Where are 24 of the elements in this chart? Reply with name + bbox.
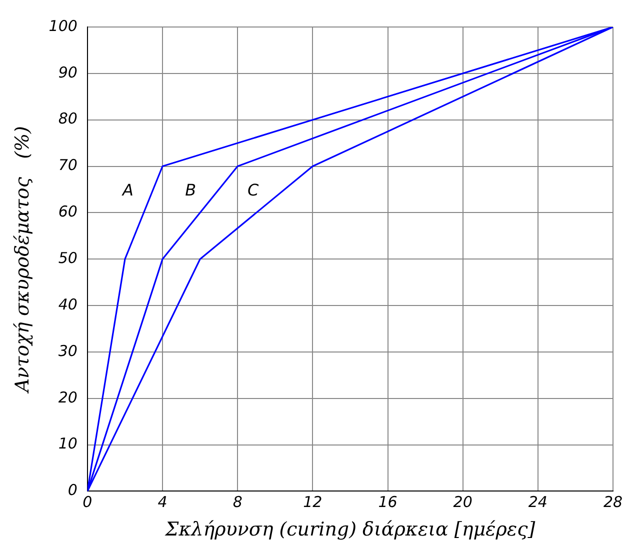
y-tick-label: 10 [58, 434, 78, 453]
y-tick-label: 30 [58, 342, 78, 360]
x-tick-label: 0 [82, 493, 92, 512]
x-tick-label: 28 [603, 493, 623, 512]
y-tick-label: 60 [58, 202, 78, 221]
y-tick-label: 100 [48, 16, 78, 35]
series-label: A [122, 180, 134, 200]
y-tick-label: 0 [68, 481, 78, 500]
x-tick-label: 8 [232, 493, 242, 512]
x-tick-label: 12 [303, 493, 322, 512]
series-label: B [185, 180, 196, 200]
y-tick-label: 70 [58, 156, 78, 174]
y-axis-title: Αντοχή σκυροδέματος (%) [11, 126, 34, 394]
series-label: C [248, 180, 260, 200]
x-axis-title: Σκλήρυνση (curing) διάρκεια [ημέρες] [164, 518, 536, 541]
y-tick-label: 40 [58, 295, 78, 314]
y-tick-label: 20 [58, 388, 78, 406]
x-tick-label: 20 [453, 493, 472, 512]
y-tick-label: 90 [58, 63, 78, 82]
y-tick-label: 50 [58, 248, 78, 267]
x-tick-label: 4 [158, 493, 168, 512]
x-tick-label: 16 [378, 493, 398, 512]
x-tick-label: 24 [528, 493, 548, 512]
y-tick-label: 80 [58, 110, 78, 128]
